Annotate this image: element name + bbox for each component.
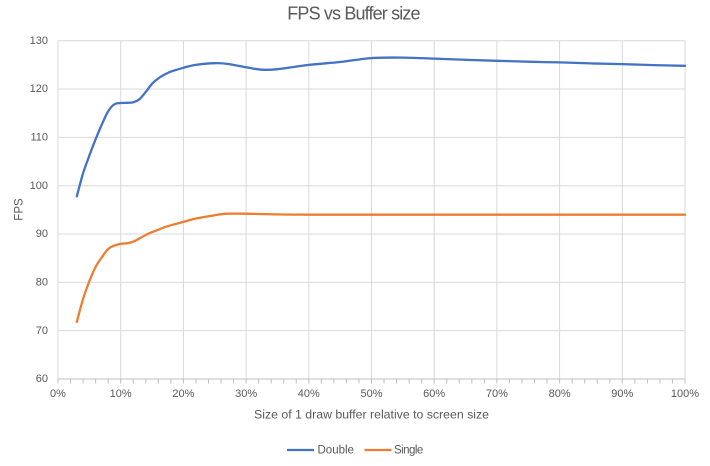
svg-text:Double: Double [318, 445, 354, 457]
svg-text:50%: 50% [360, 388, 382, 400]
svg-text:30%: 30% [235, 388, 257, 400]
svg-text:90%: 90% [611, 388, 633, 400]
svg-text:60%: 60% [423, 388, 445, 400]
svg-text:90: 90 [36, 228, 48, 240]
svg-text:FPS: FPS [14, 198, 26, 221]
svg-text:FPS vs Buffer size: FPS vs Buffer size [287, 3, 420, 23]
svg-text:60: 60 [36, 373, 48, 385]
svg-text:70: 70 [36, 325, 48, 337]
svg-text:120: 120 [30, 83, 48, 95]
svg-text:110: 110 [30, 132, 48, 144]
svg-text:100%: 100% [671, 388, 699, 400]
svg-text:20%: 20% [172, 388, 194, 400]
svg-text:Single: Single [394, 445, 423, 457]
svg-text:80: 80 [36, 277, 48, 289]
svg-text:0%: 0% [50, 388, 66, 400]
svg-text:10%: 10% [110, 388, 132, 400]
svg-text:40%: 40% [298, 388, 320, 400]
svg-text:130: 130 [30, 35, 48, 47]
svg-text:80%: 80% [549, 388, 571, 400]
svg-text:100: 100 [30, 180, 48, 192]
svg-text:Size of 1 draw buffer relative: Size of 1 draw buffer relative to screen… [254, 408, 489, 422]
svg-text:70%: 70% [486, 388, 508, 400]
